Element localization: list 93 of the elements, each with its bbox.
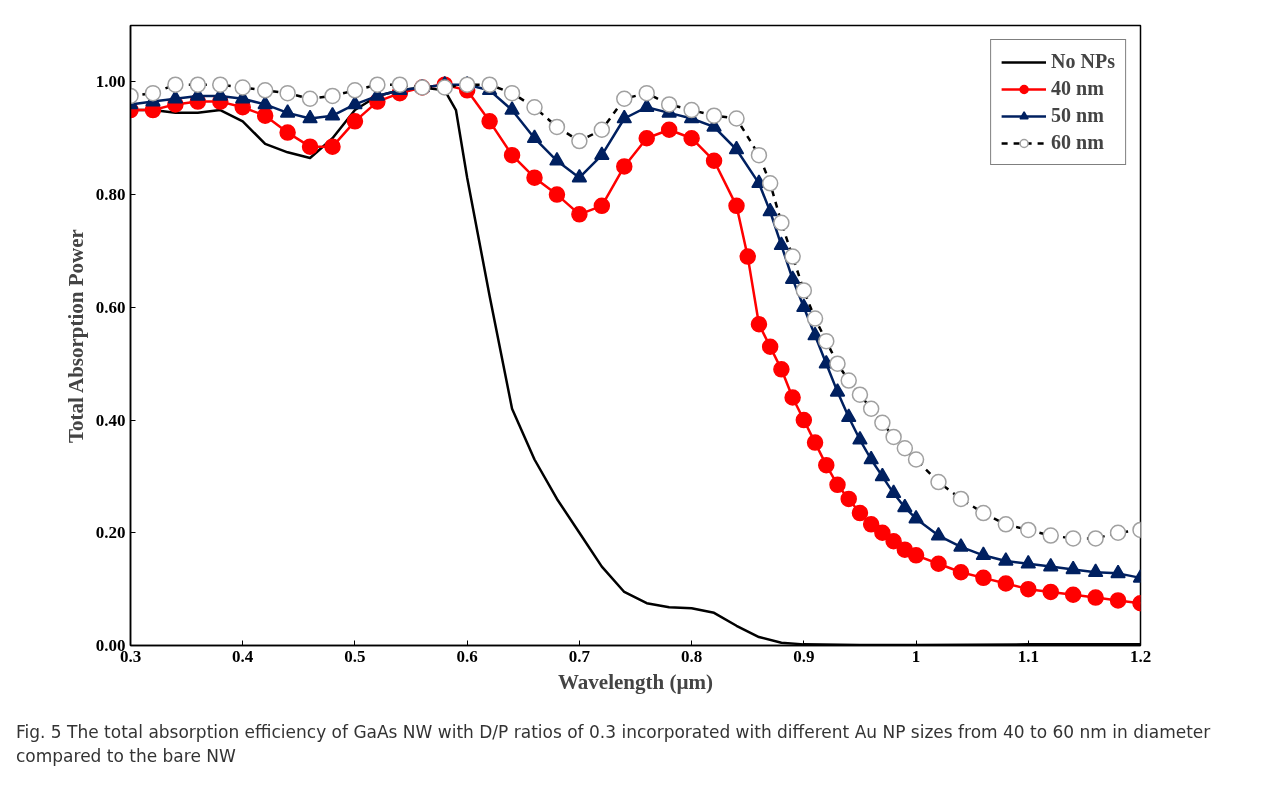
point xyxy=(549,151,565,166)
point xyxy=(279,104,296,118)
point xyxy=(1110,564,1126,579)
point xyxy=(728,140,745,155)
point xyxy=(594,146,610,160)
point xyxy=(503,146,521,164)
x-tick-label: 0.9 xyxy=(793,646,815,666)
point xyxy=(526,129,543,144)
point xyxy=(829,476,846,494)
legend-label: 40 nm xyxy=(1051,77,1104,100)
point xyxy=(796,298,812,313)
caption: Fig. 5 The total absorption efficiency of GaAs NW with D/P ratios of 0.3 incorporated with different Au NP sizes from 40 to 60 nm in diameter compared to the bare NW xyxy=(16,721,1212,769)
point xyxy=(784,389,801,406)
point xyxy=(481,113,498,130)
point xyxy=(324,106,341,121)
point xyxy=(762,202,778,217)
y-tick-label: 0.40 xyxy=(95,410,126,430)
point xyxy=(806,434,824,451)
point xyxy=(908,509,924,524)
point xyxy=(885,484,902,499)
y-axis-title: Total Absorption Power xyxy=(63,229,88,444)
point xyxy=(885,532,902,550)
point xyxy=(874,524,891,542)
y-tick-label: 0.60 xyxy=(95,297,126,317)
x-tick-label: 1 xyxy=(911,646,921,666)
point xyxy=(975,546,992,561)
point xyxy=(773,236,790,251)
legend-label: 60 nm xyxy=(1051,131,1104,154)
point xyxy=(571,168,588,183)
point xyxy=(705,152,723,170)
point xyxy=(953,538,969,552)
x-tick-label: 0.8 xyxy=(680,646,703,666)
point xyxy=(1087,589,1104,606)
point xyxy=(616,158,633,175)
point xyxy=(818,456,835,474)
point xyxy=(897,498,913,513)
point xyxy=(616,109,633,124)
point xyxy=(784,270,801,284)
x-tick-label: 1.2 xyxy=(1129,646,1152,666)
point xyxy=(851,504,869,522)
x-axis-title: Wavelength (µm) xyxy=(558,669,714,694)
point xyxy=(1064,586,1082,604)
point xyxy=(829,383,846,397)
point xyxy=(930,526,947,541)
point xyxy=(998,552,1014,566)
x-tick-label: 0.4 xyxy=(232,646,254,666)
x-tick-label: 0.5 xyxy=(344,646,366,666)
point xyxy=(324,138,341,155)
x-tick-label: 0.6 xyxy=(456,646,478,666)
point xyxy=(1065,560,1081,575)
point xyxy=(739,248,756,265)
point xyxy=(1020,554,1037,569)
point xyxy=(773,361,790,378)
point xyxy=(750,315,768,333)
point xyxy=(907,547,925,564)
point xyxy=(346,113,364,130)
point xyxy=(840,408,857,423)
point xyxy=(526,169,543,186)
y-tick-label: 0.20 xyxy=(95,523,126,543)
point xyxy=(952,563,970,581)
point xyxy=(1109,592,1127,609)
legend-label: 50 nm xyxy=(1051,104,1104,127)
point xyxy=(279,124,296,141)
point xyxy=(795,411,813,429)
point xyxy=(1020,580,1037,598)
point xyxy=(997,575,1015,592)
point xyxy=(863,450,879,465)
point xyxy=(840,490,857,508)
point xyxy=(660,121,678,139)
y-tick-label: 0.80 xyxy=(95,185,126,205)
point xyxy=(593,197,611,215)
point xyxy=(504,101,520,115)
point xyxy=(761,338,779,356)
point xyxy=(930,555,947,573)
point xyxy=(1042,557,1059,572)
point xyxy=(256,107,274,124)
legend-label: No NPs xyxy=(1051,50,1115,73)
y-tick-label: 1.00 xyxy=(95,72,126,92)
point xyxy=(1087,563,1104,578)
point xyxy=(301,138,319,155)
point xyxy=(548,186,566,203)
point xyxy=(683,129,700,147)
point xyxy=(728,197,745,215)
point xyxy=(638,129,655,147)
point xyxy=(975,569,992,587)
x-tick-label: 0.7 xyxy=(568,646,591,666)
point xyxy=(302,109,318,124)
point xyxy=(862,516,880,533)
point xyxy=(874,467,891,482)
point xyxy=(852,430,868,445)
x-tick-label: 1.1 xyxy=(1017,646,1039,666)
point xyxy=(1042,583,1059,601)
point xyxy=(571,206,588,223)
